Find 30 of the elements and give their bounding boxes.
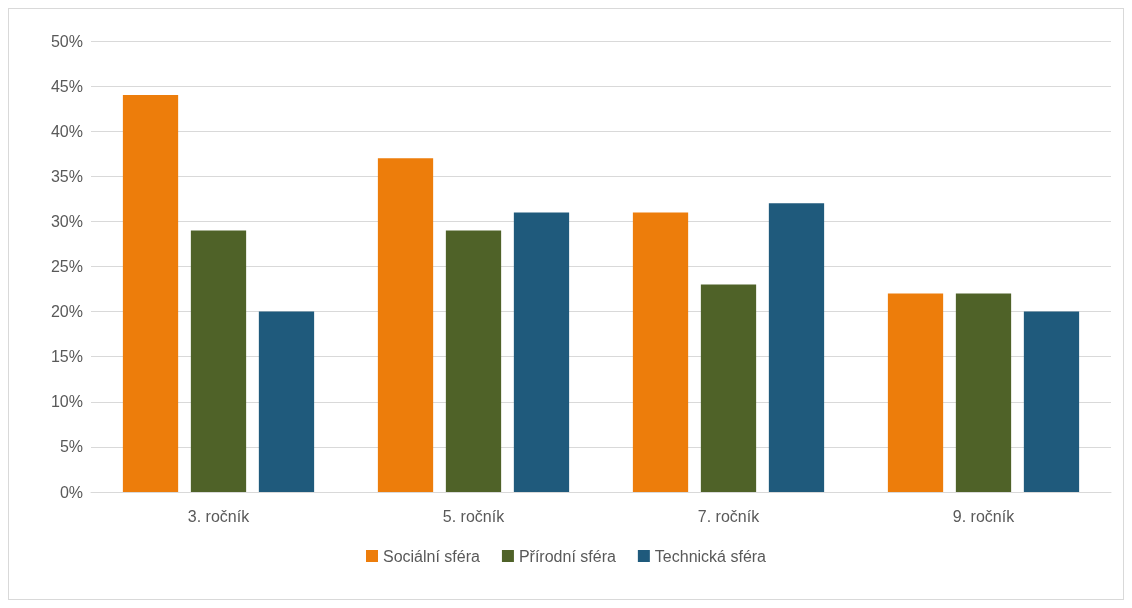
x-tick-label: 7. ročník: [697, 507, 761, 525]
y-tick-label: 50%: [50, 32, 83, 50]
bar: [700, 284, 757, 492]
legend-label: Sociální sféra: [382, 547, 481, 565]
y-tick-label: 10%: [50, 393, 83, 411]
legend-label: Technická sféra: [654, 547, 767, 565]
y-tick-label: 40%: [50, 122, 83, 140]
bar: [122, 95, 179, 492]
y-tick-label: 45%: [50, 77, 83, 95]
y-tick-label: 15%: [50, 348, 83, 366]
y-tick-label: 20%: [50, 303, 83, 321]
x-tick-label: 3. ročník: [187, 507, 251, 525]
legend-label: Přírodní sféra: [518, 547, 616, 565]
bar: [258, 311, 315, 492]
y-tick-label: 30%: [50, 212, 83, 230]
bar: [768, 203, 825, 492]
bar: [887, 293, 944, 492]
bar: [955, 293, 1012, 492]
x-tick-label: 9. ročník: [952, 507, 1016, 525]
y-tick-label: 35%: [50, 167, 83, 185]
y-tick-label: 0%: [59, 483, 83, 501]
bar: [190, 230, 247, 492]
x-tick-label: 5. ročník: [442, 507, 506, 525]
bar: [1023, 311, 1080, 492]
bar: [513, 212, 570, 492]
y-tick-label: 5%: [59, 438, 83, 456]
bar: [445, 230, 502, 492]
y-tick-label: 25%: [50, 258, 83, 275]
bar: [632, 212, 689, 492]
bar: [377, 158, 434, 492]
